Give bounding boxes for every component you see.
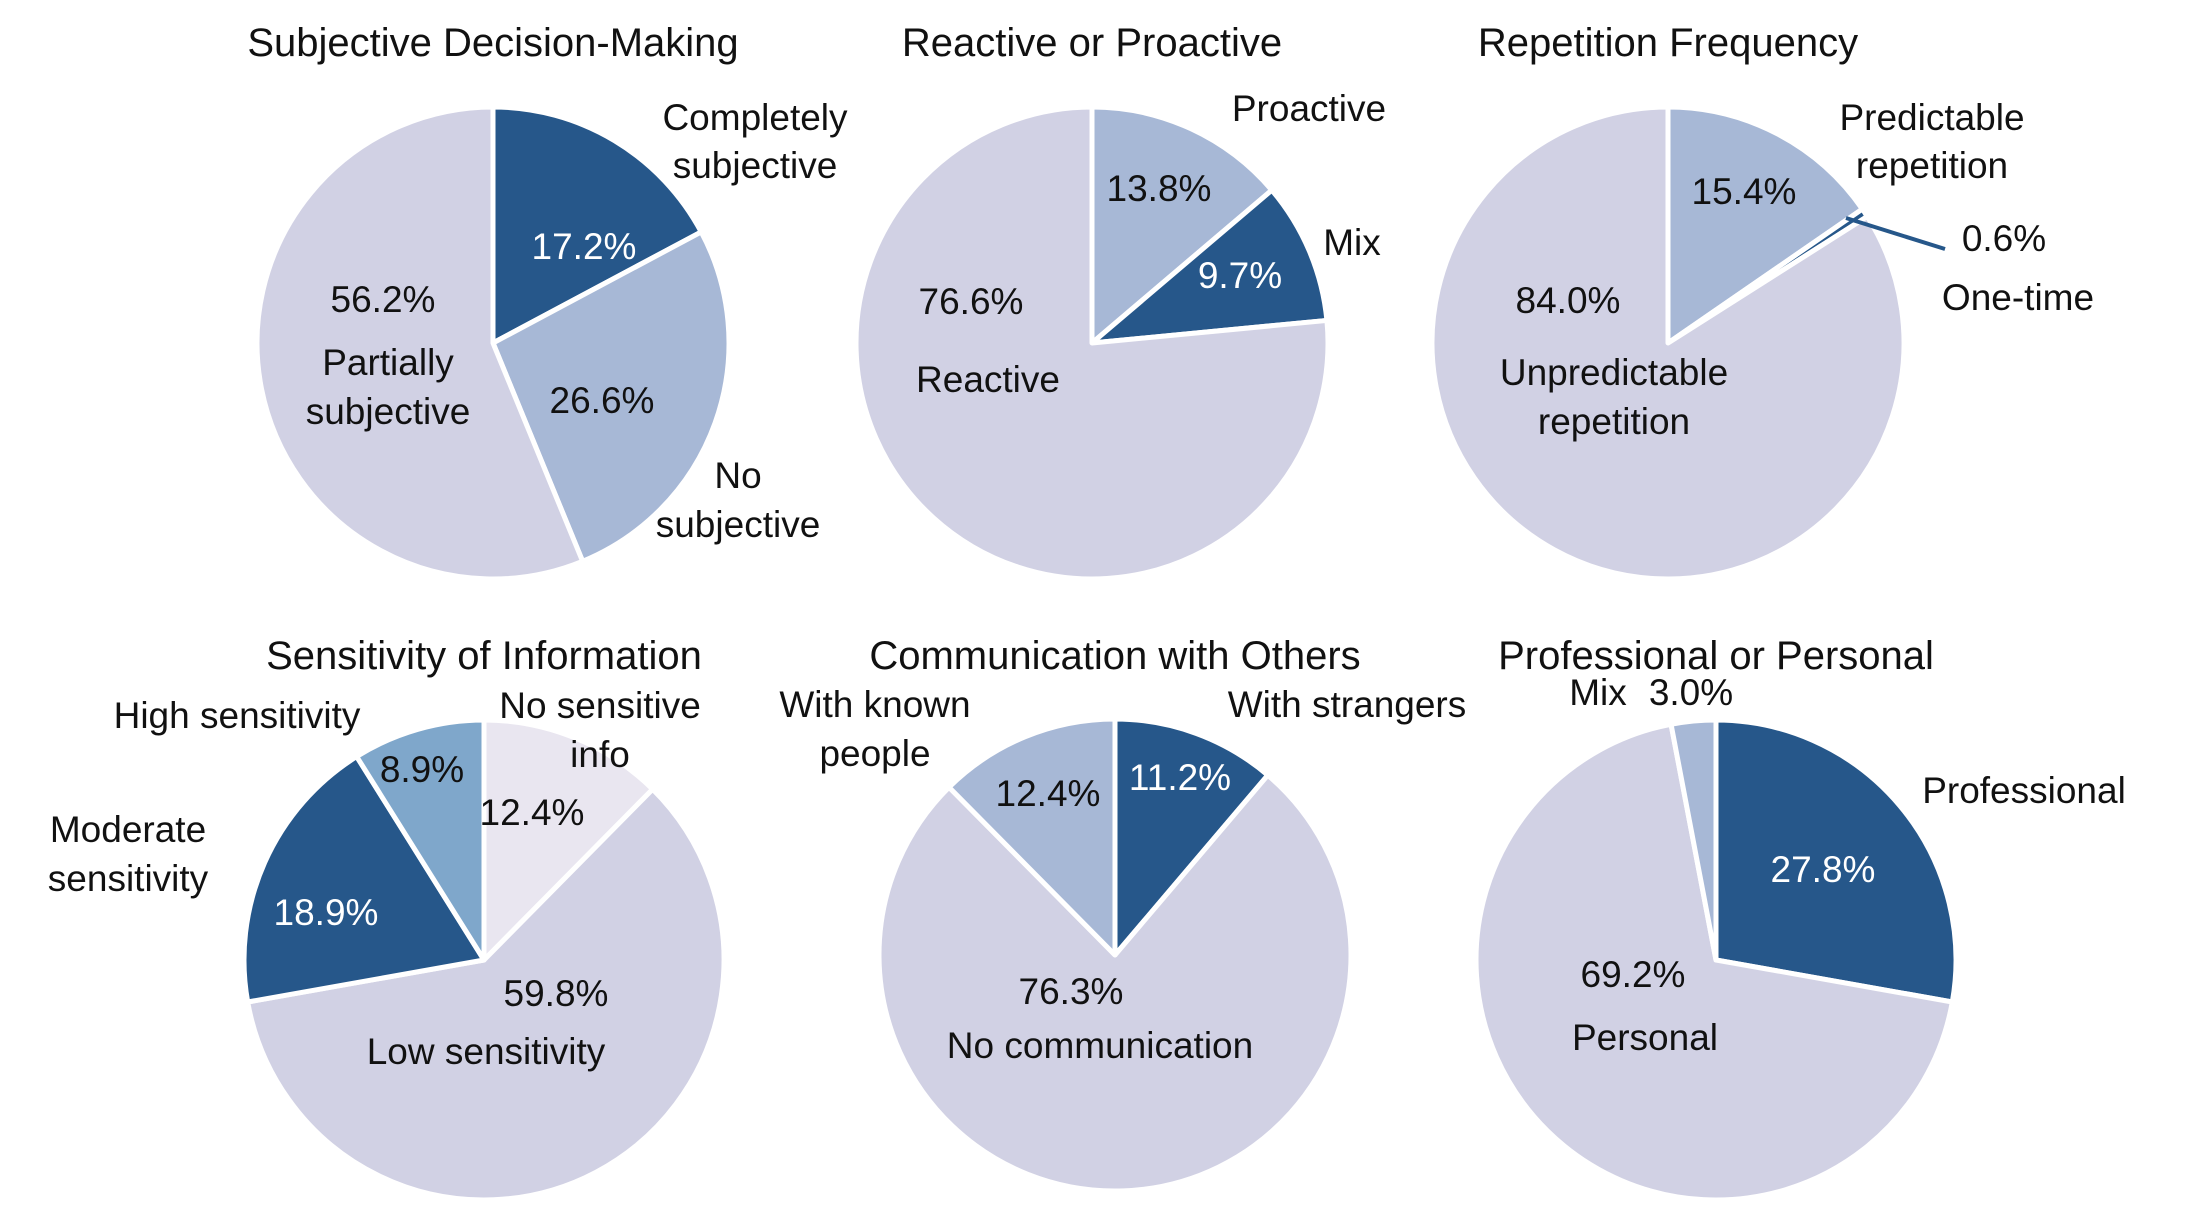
chart-title: Communication with Others <box>869 634 1360 678</box>
category-label-mix: Mix <box>1323 222 1381 263</box>
pie-slice-with-strangers <box>1112 716 1271 958</box>
category-label-partially-subjective: Partially subjective <box>306 342 471 432</box>
pct-label-low-sensitivity: 59.8% <box>504 973 609 1014</box>
category-label-professional: Professional <box>1922 770 2126 811</box>
chart-title: Reactive or Proactive <box>902 21 1282 65</box>
pie-slice-no-subjective <box>490 229 732 564</box>
category-label-unpredictable-repetition: Unpredictable repetition <box>1500 352 1728 442</box>
category-label-completely-subjective: Completely subjective <box>662 97 848 186</box>
leader-line-one-time <box>1845 216 1946 251</box>
pie-slice-completely-subjective <box>490 104 704 346</box>
pct-label-unpredictable-repetition: 84.0% <box>1516 280 1621 321</box>
category-label-predictable-repetition: Predictable repetition <box>1839 97 2024 186</box>
pct-label-completely-subjective: 17.2% <box>532 226 637 267</box>
chart-title: Sensitivity of Information <box>266 634 702 678</box>
pie-slice-professional <box>1713 717 1959 1005</box>
pie-slice-with-known-people <box>946 716 1118 958</box>
pct-label-mix: 9.7% <box>1198 255 1282 296</box>
pct-label-professional: 27.8% <box>1771 849 1876 890</box>
pie-slice-reactive <box>853 104 1331 582</box>
pie-slice-personal <box>1473 721 1955 1203</box>
category-label-moderate-sensitivity: Moderate sensitivity <box>48 809 209 899</box>
pct-label-reactive: 76.6% <box>919 281 1024 322</box>
pct-label-moderate-sensitivity: 18.9% <box>274 892 379 933</box>
pct-label-proactive: 13.8% <box>1107 168 1212 209</box>
pie-slice-moderate-sensitivity <box>241 754 487 1005</box>
chart-title: Repetition Frequency <box>1478 21 1858 65</box>
pct-label-personal: 69.2% <box>1581 954 1686 995</box>
category-label-proactive: Proactive <box>1232 88 1386 129</box>
pct-label-no-sensitive-info: 12.4% <box>480 792 585 833</box>
chart-title: Subjective Decision-Making <box>247 21 738 65</box>
category-label-reactive: Reactive <box>916 359 1060 400</box>
pct-label-partially-subjective: 56.2% <box>331 279 436 320</box>
pie-chart-sensitivity-of-information: Sensitivity of Information 12.4% 59.8% 18.9… <box>48 634 727 1203</box>
category-label-low-sensitivity: Low sensitivity <box>367 1031 606 1072</box>
category-label-with-strangers: With strangers <box>1228 684 1467 725</box>
pie-chart-reactive-or-proactive: Reactive or Proactive 13.8% 9.7% 76.6% Proac… <box>853 21 1386 582</box>
pct-label-with-known-people: 12.4% <box>996 773 1101 814</box>
pct-label-with-strangers: 11.2% <box>1129 757 1231 798</box>
pie-slice-predictable-repetition <box>1665 104 1865 346</box>
pie-slice-no-communication <box>876 772 1354 1194</box>
pct-label-high-sensitivity: 8.9% <box>380 749 464 790</box>
pie-slice-high-sensitivity <box>354 717 487 963</box>
category-label-mix: Mix <box>1569 672 1627 713</box>
pie-slice-mix <box>1668 717 1719 963</box>
pie-chart-professional-or-personal: Professional or Personal 27.8% 69.2% 3.0% Pr… <box>1473 634 2126 1203</box>
chart-title: Professional or Personal <box>1498 634 1934 678</box>
pct-label-predictable-repetition: 15.4% <box>1692 171 1797 212</box>
pct-label-no-communication: 76.3% <box>1019 971 1124 1012</box>
category-label-personal: Personal <box>1572 1017 1718 1058</box>
pct-label-no-subjective: 26.6% <box>550 380 655 421</box>
pie-slice-proactive <box>1089 104 1275 346</box>
pie-slice-mix <box>1089 187 1330 346</box>
pie-chart-repetition-frequency: Repetition Frequency 15.4% 0.6% 84.0% Predic… <box>1429 21 2094 582</box>
category-label-no-sensitive-info: No sensitive info <box>499 685 701 775</box>
pie-slice-low-sensitivity <box>245 786 727 1203</box>
pie-chart-communication-with-others: Communication with Others 11.2% 76.3% 12.4%… <box>779 634 1467 1194</box>
pct-label-one-time: 0.6% <box>1962 218 2046 259</box>
category-label-high-sensitivity: High sensitivity <box>114 695 361 736</box>
pie-slice-no-sensitive-info <box>481 717 656 963</box>
category-label-no-communication: No communication <box>947 1025 1253 1066</box>
category-label-one-time: One-time <box>1942 277 2094 318</box>
category-label-with-known-people: With known people <box>779 684 970 774</box>
category-label-no-subjective: No subjective <box>656 455 821 545</box>
pct-label-mix: 3.0% <box>1649 672 1733 713</box>
pie-chart-subjective-decision-making: Subjective Decision-Making 17.2% 26.6% 56.2… <box>247 21 848 582</box>
pie-slice-partially-subjective <box>254 104 586 582</box>
pie-slice-unpredictable-repetition <box>1429 104 1907 582</box>
